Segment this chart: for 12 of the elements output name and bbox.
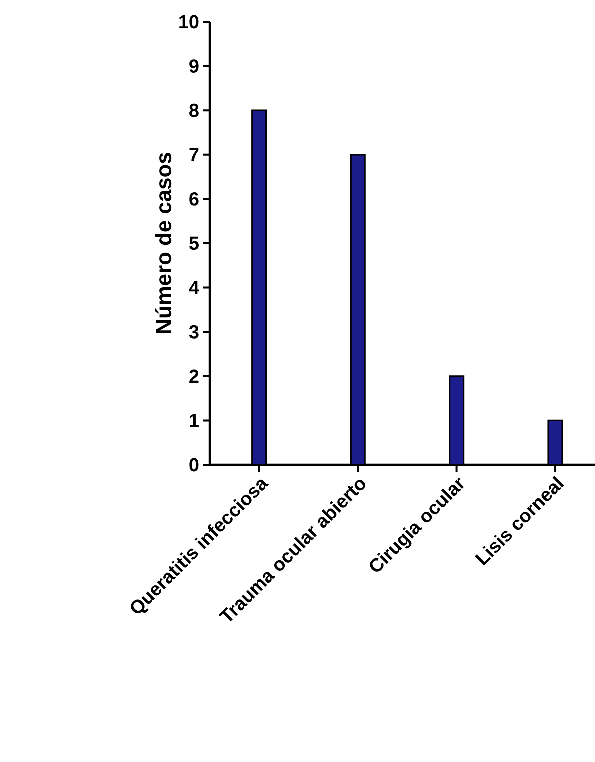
y-tick-label: 10 (180, 15, 199, 29)
y-tick-label: 3 (189, 325, 199, 339)
y-tick-label: 8 (190, 104, 199, 118)
y-tick-label: 9 (190, 60, 199, 73)
y-tick-label: 6 (190, 192, 199, 206)
y-tick-label: 1 (190, 414, 199, 428)
y-tick-label: 4 (189, 281, 200, 294)
y-axis-title: Número de casos (155, 153, 172, 334)
y-tick-label: 7 (190, 148, 199, 162)
y-tick-label: 2 (190, 370, 199, 384)
y-tick-label: 5 (190, 236, 199, 250)
y-tick-label: 0 (190, 458, 199, 472)
